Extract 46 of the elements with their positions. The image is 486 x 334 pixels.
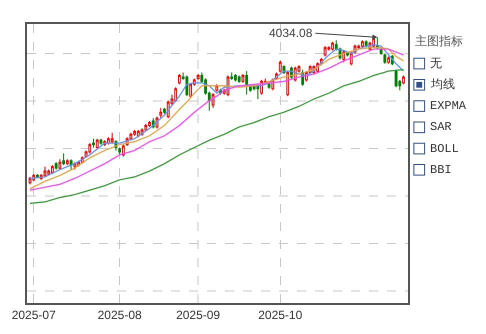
text: BBI [430,163,452,177]
candlestick [66,158,69,166]
candlestick [234,74,237,82]
candlestick [107,136,110,146]
candlestick [178,74,181,85]
candlestick [241,74,244,84]
candlestick [88,142,92,154]
candlestick [331,41,334,52]
candlestick [54,162,58,170]
candlestick [148,120,151,128]
candlestick [357,44,360,50]
candlestick [70,158,72,170]
text: BOLL [430,142,459,156]
candlestick [58,158,62,170]
candlestick [62,152,66,166]
x-tick-label: 2025-07 [12,308,56,322]
candlestick [394,69,398,88]
candlestick [324,46,326,57]
candlestick [346,51,349,57]
candlestick [133,129,136,136]
text: 主图指标 [415,34,463,48]
candlestick [44,166,46,178]
candlestick [230,72,234,80]
candlestick [268,82,270,90]
candlestick [238,75,241,84]
text: EXPMA [430,99,467,113]
text: 无 [430,57,442,71]
candlestick [163,107,166,114]
candlestick [28,176,32,185]
candlestick [387,56,390,64]
candlestick [402,75,405,85]
x-tick-label: 2025-10 [258,308,303,322]
annotation: 4034.08 [269,26,313,40]
candlestick [361,40,364,48]
x-tick-label: 2025-08 [98,308,142,322]
candlestick [245,70,248,96]
text: 均线 [430,78,455,92]
candlestick [110,132,114,144]
candlestick [100,138,102,146]
candlestick [92,138,95,148]
text: SAR [430,120,452,134]
candlestick [185,75,188,97]
candlestick [383,52,386,64]
candlestick [50,164,54,174]
candlestick [189,82,192,98]
x-tick-label: 2025-09 [176,308,220,322]
